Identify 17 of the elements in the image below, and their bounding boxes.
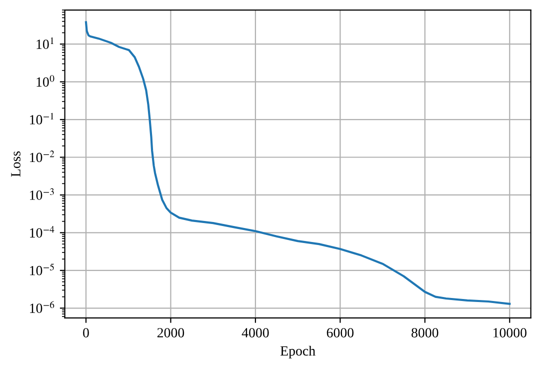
x-tick-label: 10000 bbox=[494, 328, 526, 338]
y-tick-label: 10$^{−6}$ bbox=[30, 301, 54, 313]
y-tick-label: 10$^{−4}$ bbox=[30, 226, 54, 238]
y-tick-label: 10$^{−3}$ bbox=[30, 188, 54, 200]
y-axis-title: Loss bbox=[11, 151, 20, 177]
x-tick-label: 4000 bbox=[242, 328, 269, 338]
x-tick-label: 2000 bbox=[157, 328, 184, 338]
x-tick-label: 8000 bbox=[412, 328, 438, 338]
y-tick-label: 10$^{−5}$ bbox=[30, 264, 54, 276]
y-tick-label: 10$^{1}$ bbox=[36, 37, 54, 49]
y-tick-label: 10$^{0}$ bbox=[36, 75, 54, 87]
y-tick-label: 10$^{−2}$ bbox=[30, 150, 54, 162]
y-tick-label: 10$^{−1}$ bbox=[30, 112, 54, 124]
x-tick-label: 0 bbox=[83, 328, 89, 338]
x-tick-label: 6000 bbox=[326, 328, 354, 338]
line-series bbox=[84, 21, 511, 305]
x-axis-title: Epoch bbox=[280, 346, 316, 358]
